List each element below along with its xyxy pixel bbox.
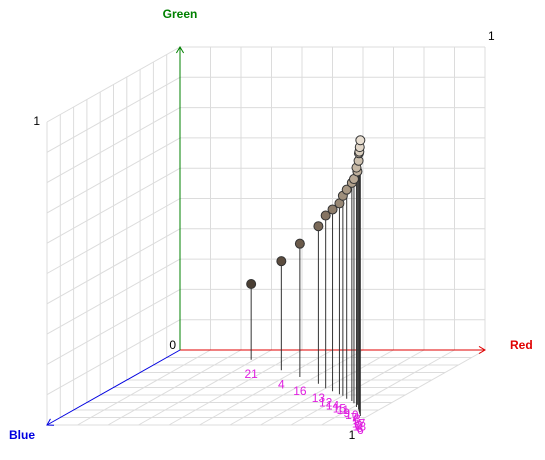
point	[294, 238, 305, 249]
point	[313, 221, 324, 232]
z-tick-label: 1	[349, 428, 356, 442]
grid-line	[321, 349, 455, 426]
point	[355, 135, 366, 146]
grid-line	[46, 167, 181, 244]
point-label: 14	[326, 398, 340, 412]
point-label: 15	[333, 401, 347, 415]
origin-tick-label: 0	[169, 338, 176, 352]
z-axis	[46, 349, 181, 426]
grid-line	[46, 46, 181, 123]
point-label: 8	[356, 421, 363, 435]
point-label: 21	[244, 367, 258, 381]
point-label: 17	[352, 416, 366, 430]
point-label: 10	[345, 408, 359, 422]
point-label: 7	[351, 410, 358, 424]
point-label: 18	[353, 419, 367, 433]
point	[341, 184, 352, 195]
x-axis-arrow	[478, 345, 486, 355]
grid-line	[46, 76, 181, 153]
x-axis-label: Red	[510, 338, 533, 352]
point	[327, 204, 338, 215]
point-label: 5	[353, 414, 360, 428]
grid-line	[351, 349, 486, 426]
grid-line	[260, 349, 394, 426]
point-label: 4	[278, 377, 285, 391]
point-label: 2	[356, 418, 363, 432]
point	[276, 256, 287, 267]
point-label: 6	[357, 423, 364, 437]
y-tick-label: 1	[33, 114, 40, 128]
grid-line	[229, 349, 364, 426]
point-label: 11	[337, 403, 350, 417]
y-axis-arrow	[175, 46, 185, 54]
grid-line	[46, 107, 181, 184]
x-tick-label: 1	[488, 29, 495, 43]
y-axis-label: Green	[163, 7, 198, 21]
point-label: 12	[319, 395, 333, 409]
point-label: 3	[354, 412, 361, 426]
grid-line	[46, 137, 181, 214]
z-axis-arrow	[46, 418, 55, 426]
point-label: 9	[343, 406, 350, 420]
point	[320, 210, 331, 221]
point	[246, 279, 257, 289]
point-label: 13	[312, 391, 326, 405]
z-axis-label: Blue	[9, 428, 35, 442]
point-label: 16	[293, 384, 307, 398]
